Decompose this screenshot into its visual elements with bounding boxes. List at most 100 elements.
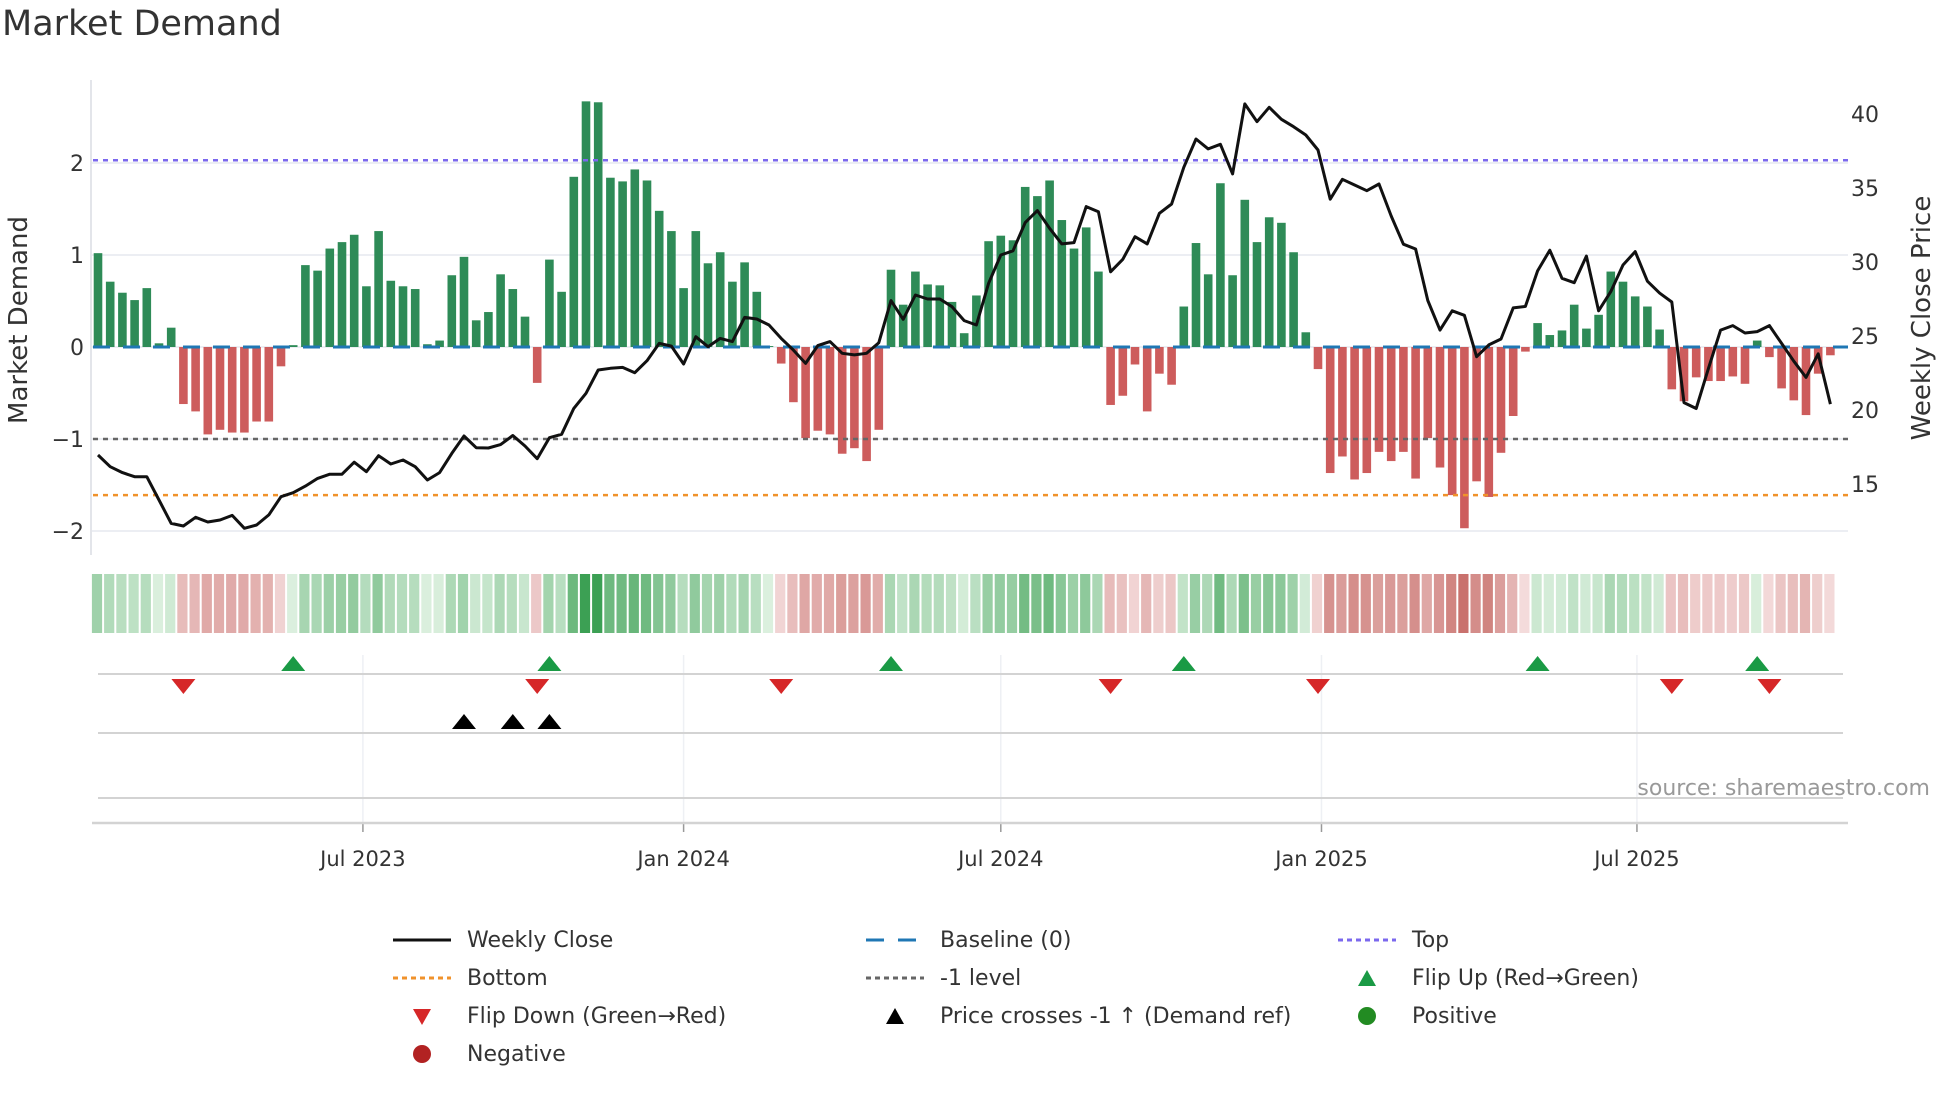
demand-bar (1386, 347, 1396, 462)
heat-cell (1348, 574, 1359, 633)
event-markers: Jul 2023 Jan 2024 Jul 2024 Jan 2025 Jul 2025 (92, 655, 1848, 871)
heat-cell (982, 574, 993, 633)
y-tick-label: 1 (70, 244, 84, 269)
demand-bar (959, 333, 969, 347)
demand-bar (1789, 347, 1799, 401)
demand-bar (569, 176, 579, 347)
heat-cell (238, 574, 249, 633)
y-tick-label: 2 (70, 152, 84, 177)
demand-bar (1130, 347, 1140, 365)
heat-cell (1311, 574, 1323, 633)
heat-cell (1336, 574, 1347, 633)
demand-bar (1069, 248, 1079, 347)
heat-cell (1433, 574, 1445, 633)
heat-cell (189, 574, 200, 633)
heat-cell (1799, 574, 1811, 633)
demand-bar (435, 340, 444, 347)
heat-cell (1165, 574, 1176, 633)
demand-bar (447, 275, 457, 347)
heat-cell (494, 574, 505, 633)
demand-bar (642, 180, 652, 347)
demand-bar (191, 347, 200, 412)
heat-cell (616, 574, 627, 633)
demand-bar (1277, 222, 1286, 347)
demand-bar (1728, 347, 1738, 377)
demand-bar (410, 289, 420, 347)
heat-cell (775, 574, 786, 633)
demand-bar (1679, 347, 1689, 402)
heat-cell (1641, 574, 1652, 633)
demand-bar (1191, 243, 1201, 347)
price-cross-marker (500, 714, 525, 729)
heat-cell (445, 574, 456, 633)
heat-cell (323, 574, 334, 633)
flip-down-marker (1306, 679, 1330, 694)
demand-bar (630, 169, 640, 347)
demand-bar (1582, 328, 1591, 347)
heat-cell (531, 574, 542, 633)
heat-cell (1385, 574, 1396, 633)
demand-bar (1460, 347, 1469, 529)
demand-bar (1313, 347, 1323, 370)
demand-bar (1630, 296, 1640, 347)
heat-cell (1812, 574, 1823, 633)
demand-bar (386, 280, 396, 347)
x-tick-label: Jan 2024 (635, 847, 730, 871)
demand-bar (874, 347, 884, 430)
heat-cell (1592, 574, 1603, 633)
demand-heat-strip (91, 574, 1835, 633)
heat-cell (1324, 574, 1335, 633)
heat-cell (1702, 574, 1713, 633)
heat-cell (250, 574, 261, 633)
demand-bar (593, 102, 603, 347)
demand-bar (1338, 347, 1347, 457)
heat-cell (1751, 574, 1762, 633)
heat-cell (1080, 574, 1091, 633)
heat-cell (1043, 574, 1054, 633)
heat-cell (701, 574, 713, 633)
chart-title: Market Demand (2, 4, 282, 44)
heat-cell (287, 574, 298, 633)
demand-bar (850, 347, 859, 449)
flip-up-marker (1525, 656, 1550, 671)
heat-cell (518, 574, 530, 633)
demand-bar (1813, 347, 1823, 374)
demand-bar (1618, 281, 1628, 347)
heat-cell (1409, 574, 1420, 633)
heat-cell (1714, 574, 1725, 633)
demand-bar (935, 285, 945, 347)
y-tick-label: −1 (52, 428, 84, 453)
x-tick-label: Jul 2025 (1592, 847, 1679, 871)
demand-bar (886, 269, 896, 347)
demand-bar (776, 347, 786, 364)
demand-bar (1362, 347, 1372, 474)
heat-cell (1543, 574, 1554, 633)
demand-bar (93, 253, 103, 347)
demand-bar (1350, 347, 1359, 480)
heat-cell (1202, 574, 1213, 633)
heat-cell (1653, 574, 1664, 633)
demand-bar (837, 347, 847, 454)
demand-bar (325, 248, 335, 347)
heat-cell (665, 574, 676, 633)
y-tick-label: 0 (70, 336, 84, 361)
heat-cell (555, 574, 566, 633)
demand-bar (520, 316, 530, 347)
demand-bar (1179, 306, 1189, 347)
demand-bar (1374, 347, 1384, 452)
heat-cell (1616, 574, 1628, 633)
demand-bar (1801, 347, 1811, 416)
demand-bar (1594, 314, 1603, 347)
heat-cell (970, 574, 981, 633)
demand-bar (118, 292, 127, 347)
demand-bar (1447, 347, 1457, 496)
heat-cell (262, 574, 273, 633)
demand-bar (130, 300, 139, 347)
demand-bar (1081, 227, 1091, 347)
heat-cell (738, 574, 749, 633)
demand-bar (654, 210, 664, 347)
demand-bar (1606, 271, 1616, 347)
heat-cell (1055, 574, 1066, 633)
heat-cell (506, 574, 517, 633)
heat-cell (1470, 574, 1481, 633)
